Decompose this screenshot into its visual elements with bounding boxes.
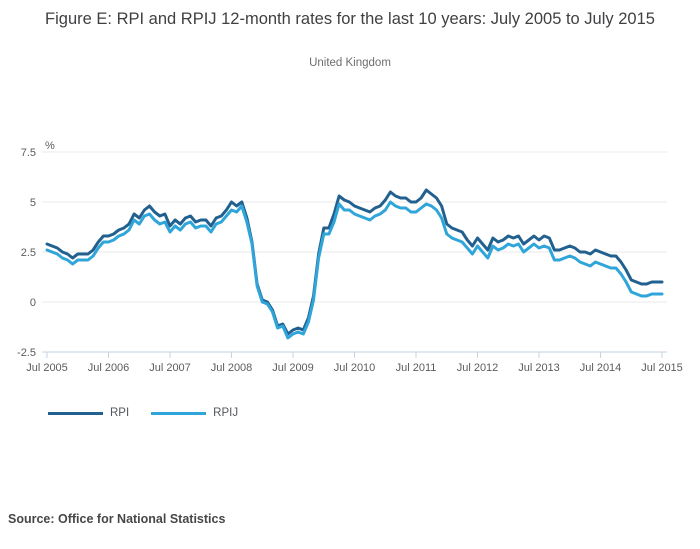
source-text: Source: Office for National Statistics: [8, 512, 226, 526]
x-tick-label: Jul 2006: [88, 362, 130, 374]
series-line-rpij: [45, 200, 664, 340]
rpij-line-swatch: [151, 411, 207, 415]
legend-item-rpij[interactable]: RPIJ: [151, 407, 238, 419]
y-tick-label: 2.5: [21, 247, 36, 259]
x-tick-label: Jul 2005: [26, 362, 68, 374]
x-tick-label: Jul 2015: [641, 362, 683, 374]
y-tick-label: 5: [30, 197, 36, 209]
chart-plot-area: 7.5 5 2.5 0 -2.5% Jul 2005 Jul 2006 Jul 2007 Jul…: [17, 140, 683, 374]
chart-legend: RPI RPIJ: [48, 407, 238, 419]
legend-label-rpij: RPIJ: [213, 407, 239, 419]
legend-item-rpi[interactable]: RPI: [48, 407, 129, 419]
x-tick-label: Jul 2013: [518, 362, 560, 374]
x-tick-label: Jul 2011: [396, 362, 437, 374]
x-tick-label: Jul 2008: [211, 362, 253, 374]
x-tick-label: Jul 2014: [580, 362, 622, 374]
chart-title: Figure E: RPI and RPIJ 12-month rates fo…: [45, 10, 655, 28]
series-line-rpi: [45, 188, 664, 336]
y-axis-unit-label: %: [45, 140, 55, 152]
x-tick-label: Jul 2007: [149, 362, 191, 374]
x-tick-label: Jul 2012: [457, 362, 499, 374]
y-tick-label: 7.5: [21, 147, 36, 159]
x-tick-label: Jul 2010: [334, 362, 376, 374]
rpi-line-swatch: [48, 411, 103, 415]
chart-subtitle: United Kingdom: [309, 57, 391, 69]
y-tick-label: -2.5: [17, 347, 36, 359]
legend-label-rpi: RPI: [110, 407, 130, 419]
y-tick-label: 0: [30, 297, 36, 309]
x-tick-label: Jul 2009: [272, 362, 314, 374]
